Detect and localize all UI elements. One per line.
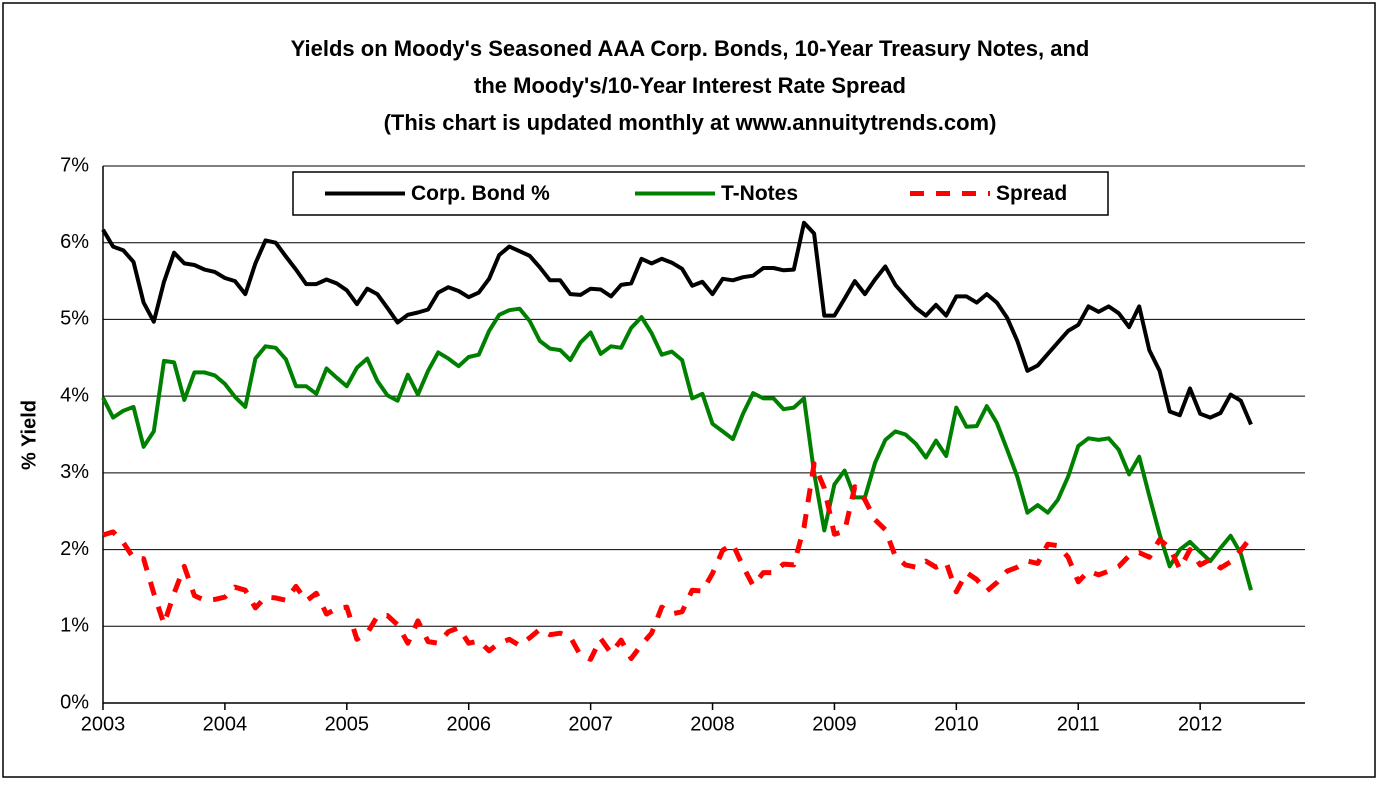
series-line [101, 220, 1253, 426]
y-tick-label: 1% [60, 615, 89, 637]
y-tick-label: 0% [60, 691, 89, 713]
x-tick-label: 2011 [1057, 713, 1100, 735]
chart-title: the Moody's/10-Year Interest Rate Spread [474, 73, 906, 98]
y-tick-label: 3% [60, 461, 89, 483]
x-tick-label: 2005 [325, 713, 370, 735]
legend-label: Spread [996, 182, 1067, 205]
x-tick-label: 2006 [446, 713, 491, 735]
series-line [101, 306, 1253, 591]
series-line [102, 461, 1253, 662]
chart-subtitle: (This chart is updated monthly at www.an… [384, 110, 997, 135]
legend-label: Corp. Bond % [411, 182, 550, 205]
x-tick-label: 2003 [81, 713, 126, 735]
y-tick-label: 7% [60, 154, 89, 176]
y-tick-label: 4% [60, 384, 89, 406]
x-tick-label: 2012 [1178, 713, 1223, 735]
x-tick-label: 2007 [568, 713, 613, 735]
x-tick-label: 2004 [203, 713, 248, 735]
y-tick-label: 2% [60, 538, 89, 560]
y-tick-label: 5% [60, 308, 89, 330]
x-tick-label: 2010 [934, 713, 979, 735]
legend-label: T-Notes [721, 182, 798, 205]
x-tick-label: 2009 [812, 713, 857, 735]
y-tick-label: 6% [60, 231, 89, 253]
x-tick-label: 2008 [690, 713, 735, 735]
y-axis-label: % Yield [18, 400, 40, 470]
chart-title: Yields on Moody's Seasoned AAA Corp. Bon… [291, 36, 1090, 61]
